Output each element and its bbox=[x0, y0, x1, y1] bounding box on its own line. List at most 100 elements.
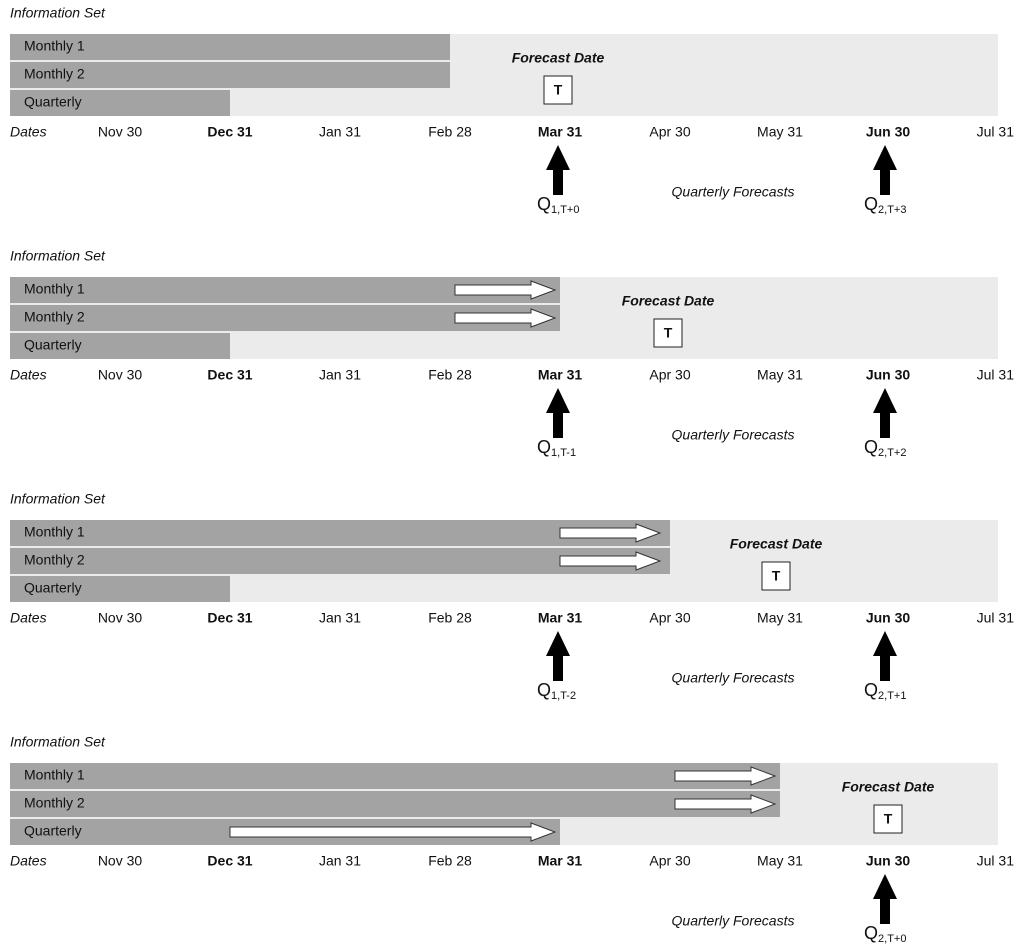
panel: Information Set Monthly 1 Monthly 2 Quarter… bbox=[10, 5, 1014, 216]
date-label: Mar 31 bbox=[538, 853, 583, 869]
q-label: Q1,T-1 bbox=[537, 437, 576, 459]
data-bar bbox=[10, 333, 230, 359]
row-label: Monthly 1 bbox=[24, 281, 85, 297]
data-bar bbox=[10, 576, 230, 602]
date-label: Jun 30 bbox=[866, 853, 911, 869]
panel: Information Set Monthly 1 Monthly 2 Quarter… bbox=[10, 734, 1014, 945]
date-label: Jul 31 bbox=[977, 853, 1015, 869]
date-label: Jun 30 bbox=[866, 124, 911, 140]
date-label: May 31 bbox=[757, 367, 803, 383]
q-main: Q bbox=[864, 923, 878, 943]
forecast-date-label: Forecast Date bbox=[730, 536, 823, 552]
date-label: Feb 28 bbox=[428, 853, 472, 869]
date-label: Jun 30 bbox=[866, 367, 911, 383]
q-sub: 2,T+0 bbox=[878, 933, 906, 945]
t-label: T bbox=[664, 325, 673, 341]
forecast-arrow bbox=[873, 631, 897, 681]
forecast-arrow bbox=[546, 145, 570, 195]
date-label: Jan 31 bbox=[319, 367, 361, 383]
forecast-arrow bbox=[546, 631, 570, 681]
date-label: Dates bbox=[10, 367, 47, 383]
t-box bbox=[543, 75, 573, 105]
q-main: Q bbox=[864, 437, 878, 457]
extension-arrow bbox=[454, 280, 557, 300]
q-main: Q bbox=[537, 437, 551, 457]
q-sub: 1,T-2 bbox=[551, 690, 576, 702]
t-label: T bbox=[772, 568, 781, 584]
date-label: Jul 31 bbox=[977, 367, 1015, 383]
date-label: Dec 31 bbox=[207, 853, 252, 869]
date-label: Nov 30 bbox=[98, 367, 143, 383]
date-label: Dec 31 bbox=[207, 124, 252, 140]
q-sub: 2,T+3 bbox=[878, 204, 906, 216]
extension-arrow bbox=[229, 822, 557, 842]
q-label: Q2,T+3 bbox=[864, 194, 906, 216]
q-main: Q bbox=[537, 680, 551, 700]
q-label: Q2,T+1 bbox=[864, 680, 906, 702]
date-label: Mar 31 bbox=[538, 367, 583, 383]
data-bar bbox=[10, 763, 780, 789]
forecast-arrow bbox=[873, 145, 897, 195]
forecast-date-label: Forecast Date bbox=[842, 779, 935, 795]
info-set-label: Information Set bbox=[10, 248, 106, 264]
row-label: Quarterly bbox=[24, 94, 82, 110]
date-label: Apr 30 bbox=[649, 853, 690, 869]
date-label: Dates bbox=[10, 124, 47, 140]
date-label: Feb 28 bbox=[428, 124, 472, 140]
forecast-date-label: Forecast Date bbox=[512, 50, 605, 66]
date-label: Dec 31 bbox=[207, 610, 252, 626]
q-sub: 1,T-1 bbox=[551, 447, 576, 459]
row-label: Monthly 2 bbox=[24, 309, 85, 325]
data-bar bbox=[10, 34, 450, 60]
row-label: Monthly 1 bbox=[24, 524, 85, 540]
date-label: Jun 30 bbox=[866, 610, 911, 626]
t-box bbox=[761, 561, 791, 591]
forecast-arrow bbox=[546, 388, 570, 438]
forecast-arrow bbox=[873, 874, 897, 924]
forecast-date-label: Forecast Date bbox=[622, 293, 715, 309]
panel: Information Set Monthly 1 Monthly 2 Quarter… bbox=[10, 248, 1014, 459]
extension-arrow bbox=[559, 551, 662, 571]
row-label: Quarterly bbox=[24, 823, 82, 839]
forecast-arrow bbox=[873, 388, 897, 438]
row-label: Monthly 1 bbox=[24, 767, 85, 783]
data-bar bbox=[10, 90, 230, 116]
data-bar bbox=[10, 791, 780, 817]
q-main: Q bbox=[864, 680, 878, 700]
row-label: Quarterly bbox=[24, 580, 82, 596]
info-set-label: Information Set bbox=[10, 734, 106, 750]
q-label: Q1,T+0 bbox=[537, 194, 579, 216]
q-label: Q2,T+2 bbox=[864, 437, 906, 459]
date-label: Jul 31 bbox=[977, 610, 1015, 626]
date-label: Dec 31 bbox=[207, 367, 252, 383]
date-label: Feb 28 bbox=[428, 610, 472, 626]
q-main: Q bbox=[864, 194, 878, 214]
date-label: Jan 31 bbox=[319, 853, 361, 869]
q-label: Q2,T+0 bbox=[864, 923, 906, 945]
quarterly-forecasts-label: Quarterly Forecasts bbox=[672, 670, 795, 686]
extension-arrow bbox=[674, 794, 777, 814]
date-label: Nov 30 bbox=[98, 610, 143, 626]
quarterly-forecasts-label: Quarterly Forecasts bbox=[672, 427, 795, 443]
row-label: Quarterly bbox=[24, 337, 82, 353]
info-set-label: Information Set bbox=[10, 5, 106, 21]
date-label: Jan 31 bbox=[319, 124, 361, 140]
q-main: Q bbox=[537, 194, 551, 214]
t-box bbox=[873, 804, 903, 834]
row-label: Monthly 2 bbox=[24, 552, 85, 568]
date-label: Nov 30 bbox=[98, 853, 143, 869]
quarterly-forecasts-label: Quarterly Forecasts bbox=[672, 184, 795, 200]
info-set-label: Information Set bbox=[10, 491, 106, 507]
date-label: Dates bbox=[10, 610, 47, 626]
quarterly-forecasts-label: Quarterly Forecasts bbox=[672, 913, 795, 929]
date-label: May 31 bbox=[757, 124, 803, 140]
panel: Information Set Monthly 1 Monthly 2 Quarter… bbox=[10, 491, 1014, 702]
date-label: Feb 28 bbox=[428, 367, 472, 383]
row-label: Monthly 2 bbox=[24, 66, 85, 82]
date-label: Jan 31 bbox=[319, 610, 361, 626]
q-sub: 1,T+0 bbox=[551, 204, 579, 216]
row-label: Monthly 1 bbox=[24, 38, 85, 54]
data-bar bbox=[10, 62, 450, 88]
date-label: May 31 bbox=[757, 610, 803, 626]
